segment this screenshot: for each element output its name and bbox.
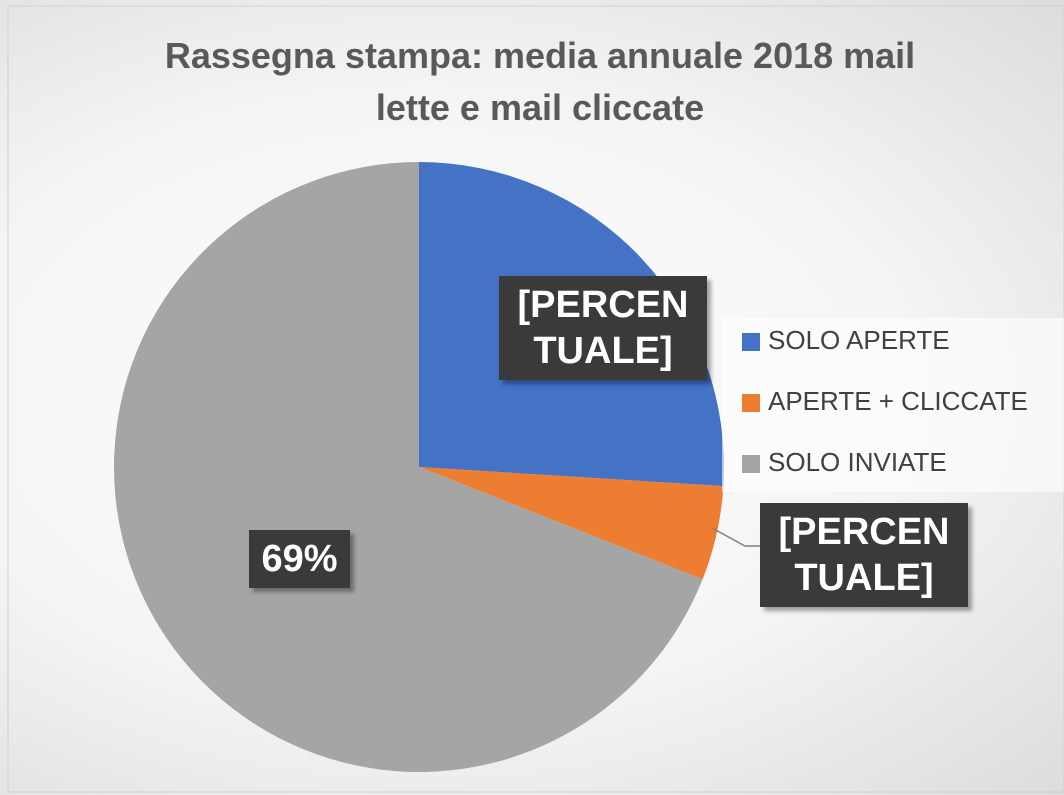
chart-border xyxy=(7,5,1064,793)
legend-swatch xyxy=(742,455,760,473)
legend-swatch xyxy=(742,394,760,412)
legend-label: SOLO INVIATE xyxy=(768,447,947,477)
pie-slice xyxy=(419,467,724,580)
data-label: [PERCENTUALE] xyxy=(499,276,707,380)
data-label: 69% xyxy=(249,530,350,588)
leader-line xyxy=(711,527,760,547)
data-label: [PERCENTUALE] xyxy=(760,503,968,607)
chart-title: Rassegna stampa: media annuale 2018 mail… xyxy=(164,35,916,128)
pie-slice xyxy=(114,162,703,772)
legend-label: SOLO APERTE xyxy=(768,325,950,355)
legend-swatch xyxy=(742,333,760,351)
legend-label: APERTE + CLICCATE xyxy=(768,386,1028,416)
legend-box xyxy=(722,318,1064,492)
